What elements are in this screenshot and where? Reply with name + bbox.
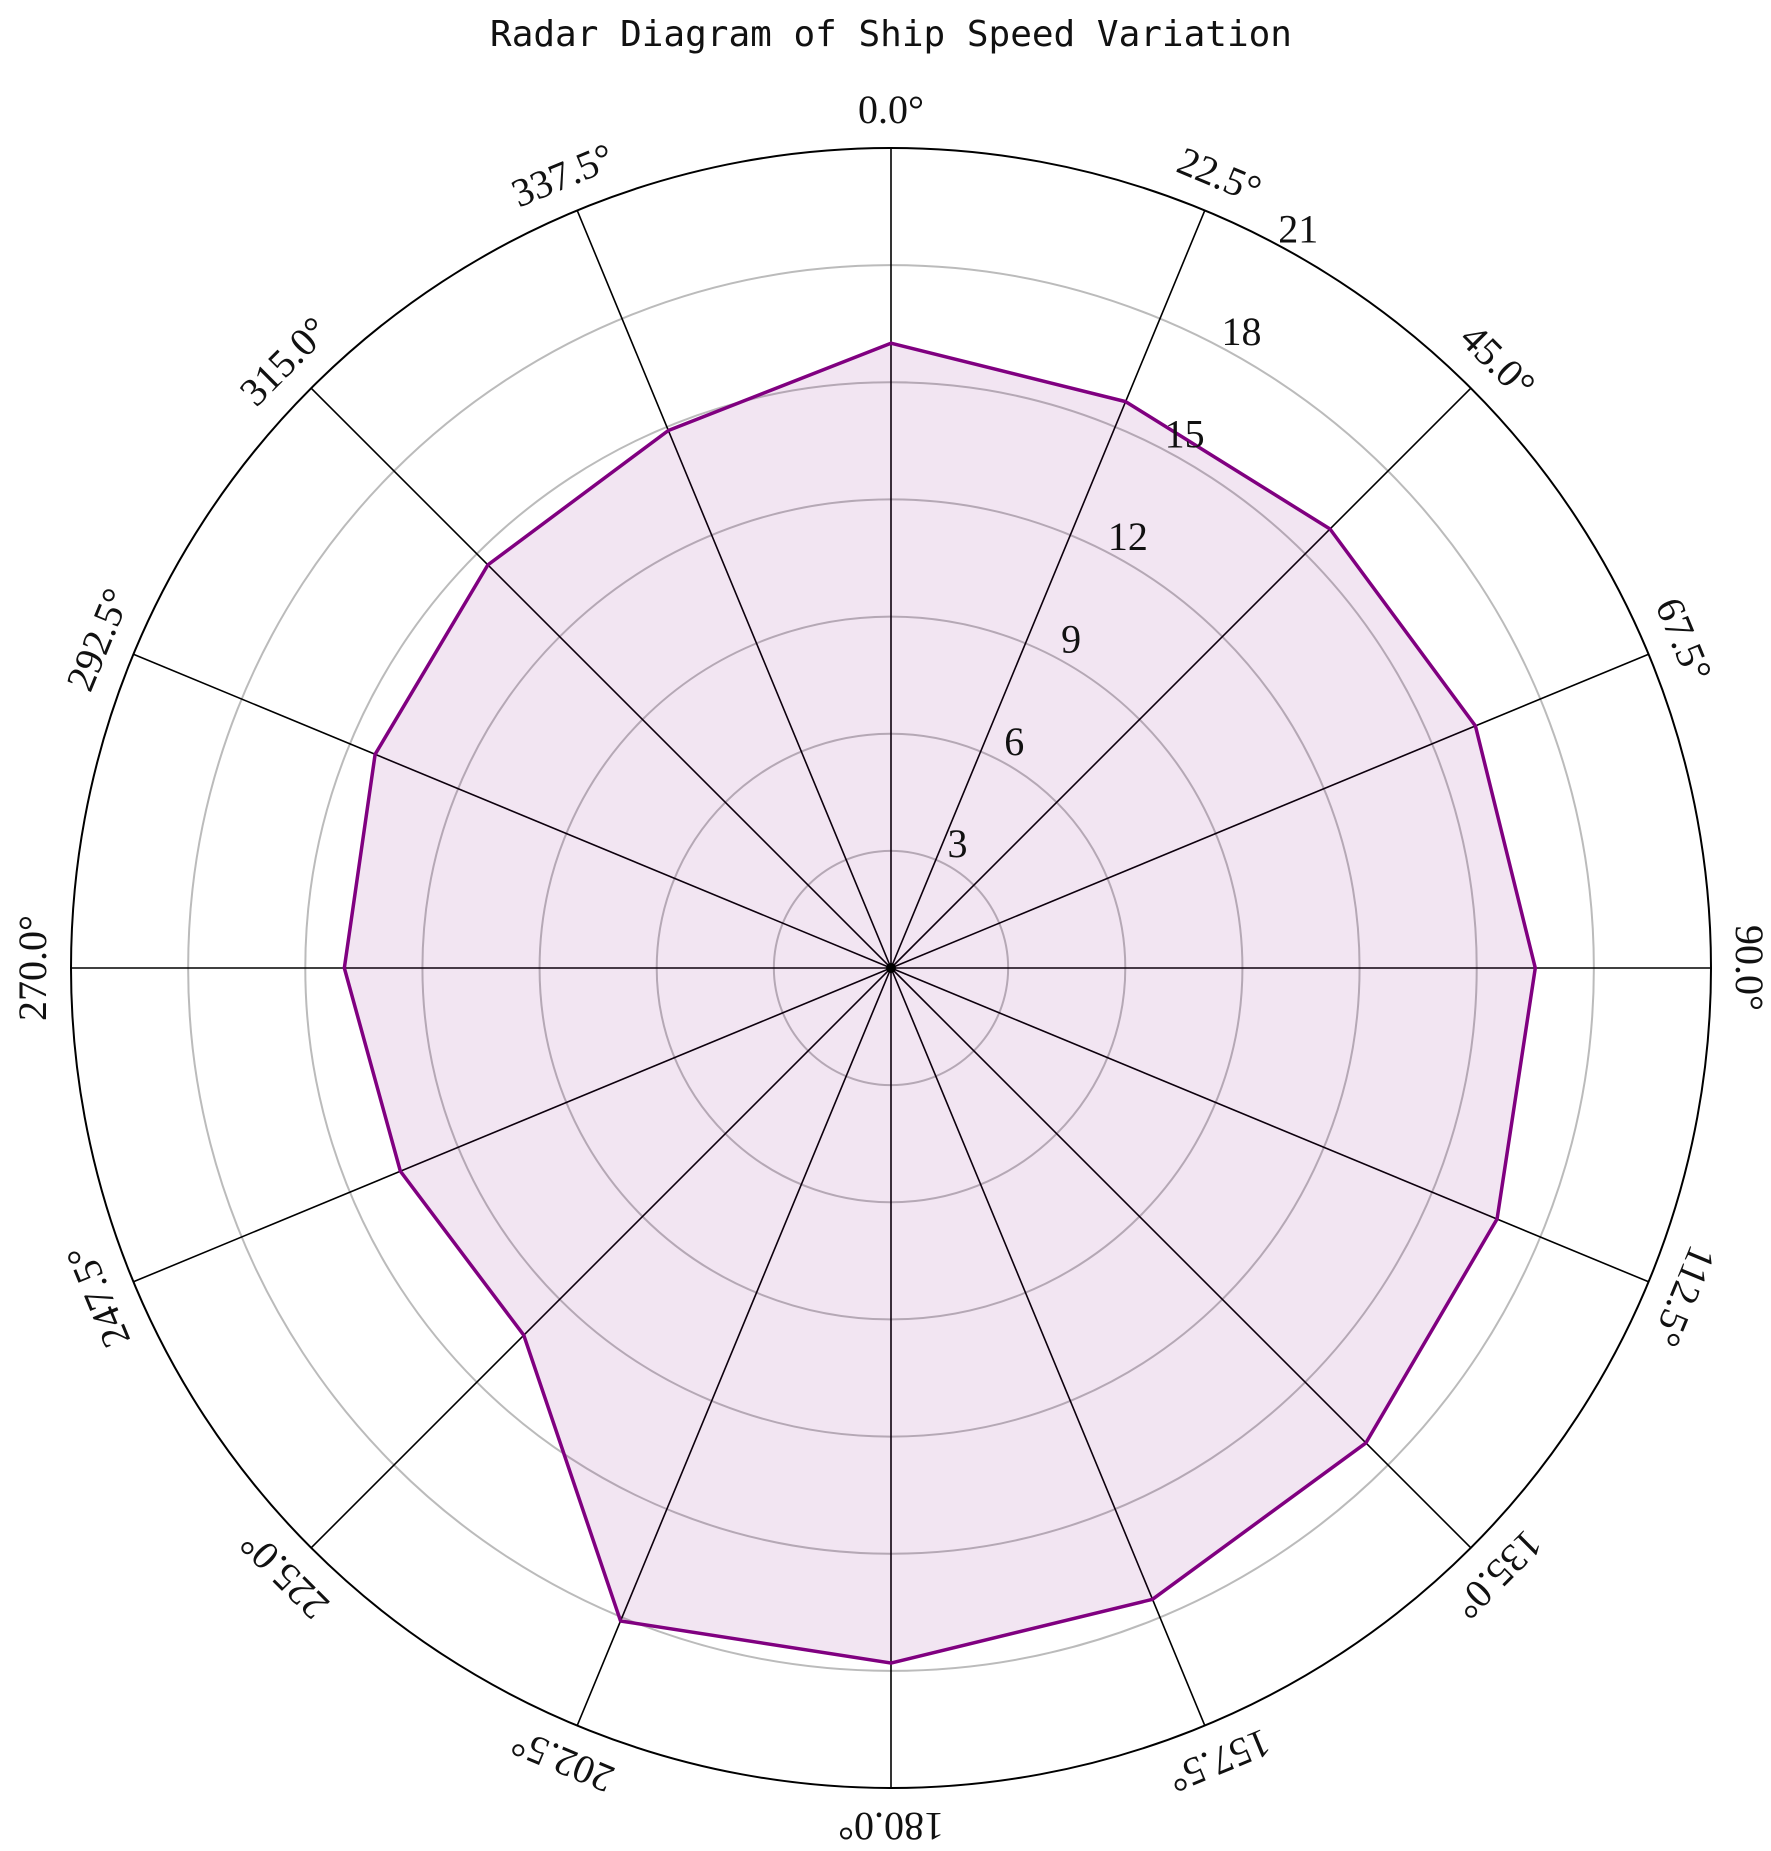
spoke [133,967,892,1283]
y-tick-label: 6 [1004,719,1024,764]
spoke [890,653,1649,969]
y-tick-label: 9 [1061,616,1081,661]
spoke [310,387,892,969]
category-label: 90.0° [1727,925,1771,1011]
category-label: 180.0° [838,1804,944,1849]
spoke [890,967,1472,1549]
spoke [576,967,892,1726]
y-tick-label: 18 [1221,309,1261,354]
spoke [576,210,892,969]
category-label: 0.0° [858,87,924,132]
y-tick-label: 12 [1108,514,1148,559]
y-tick-label: 15 [1165,411,1205,456]
spoke [890,387,1472,969]
spoke [310,967,892,1549]
radar-area [342,341,1538,1665]
spoke [890,210,1206,969]
chart-title: Radar Diagram of Ship Speed Variation [490,14,1292,55]
y-tick-label: 3 [947,821,967,866]
center-dot [886,963,896,973]
category-label: 270.0° [10,915,55,1021]
y-tick-label: 21 [1278,206,1318,251]
spoke [133,653,892,969]
spoke [890,967,1649,1283]
